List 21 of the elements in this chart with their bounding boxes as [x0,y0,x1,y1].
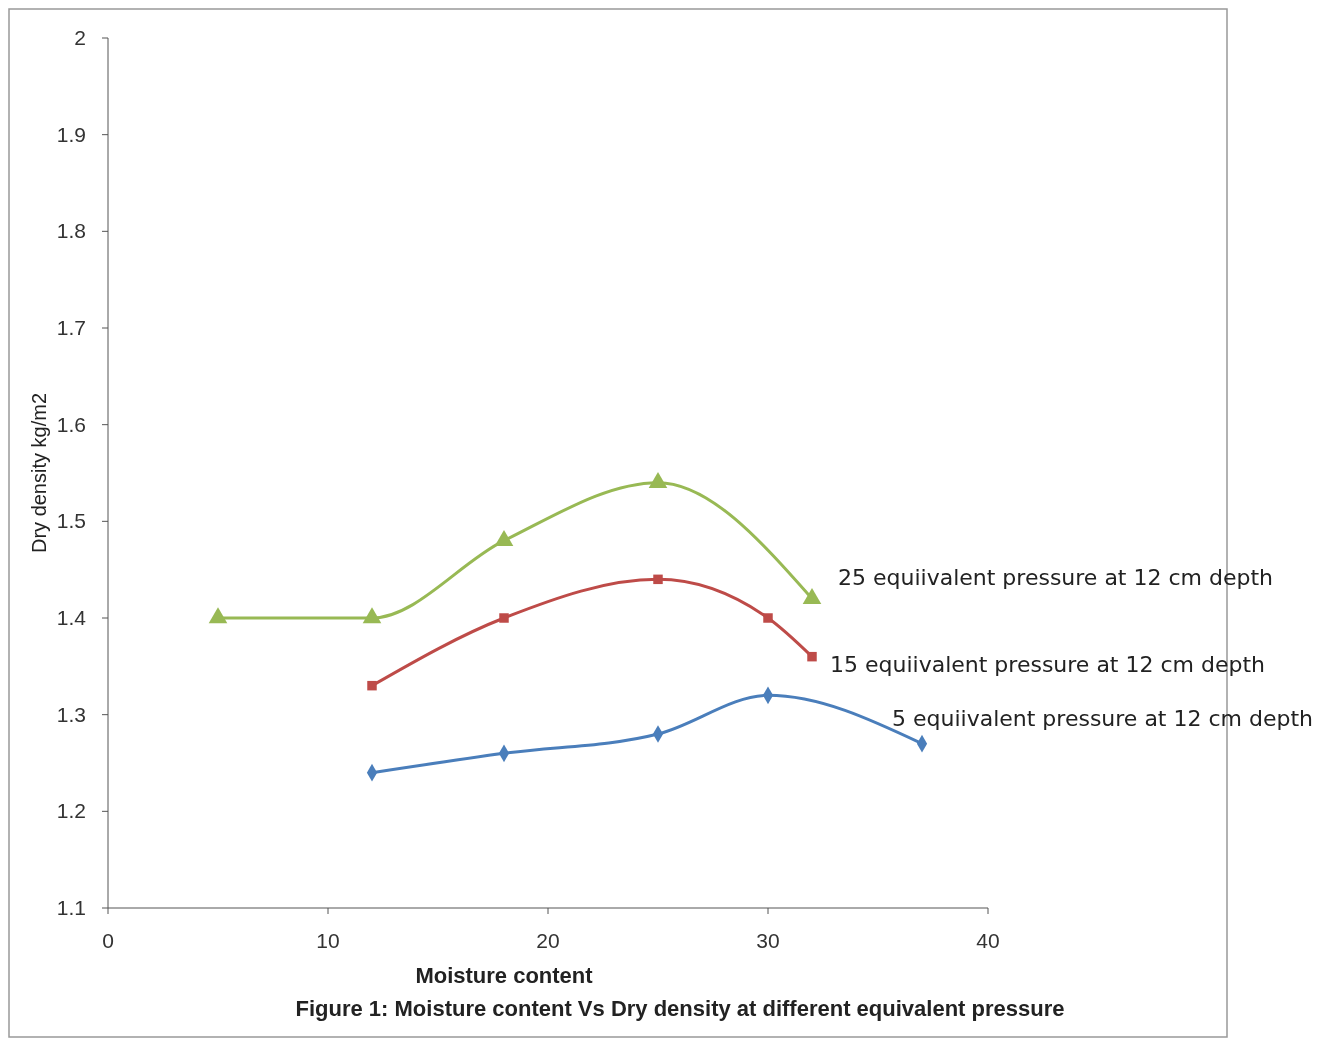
x-tick-label: 30 [756,929,780,952]
series-label: 5 equiivalent pressure at 12 cm depth [892,705,1314,731]
x-tick-label: 20 [536,929,560,952]
y-tick-label: 1.4 [56,606,87,629]
y-tick-label: 1.8 [56,219,86,243]
y-tick-label: 1.9 [56,122,86,146]
series-label: 15 equiivalent pressure at 12 cm depth [830,651,1266,677]
text: Figure 1: Moisture content Vs Dry density at different equivalent pressure [295,996,1065,1021]
x-tick-label: 0 [102,929,114,952]
y-tick-label: 1.7 [56,316,86,339]
y-tick-label: 1.6 [56,412,86,436]
y-axis-title: Dry density kg/m2 [28,392,50,554]
x-axis-title: Moisture content [415,963,594,988]
y-tick-label: 1.3 [56,702,86,726]
y-tick-label: 1.2 [56,799,86,823]
y-tick-label: 1.5 [56,509,86,533]
y-tick-label: 1.1 [56,896,86,919]
y-tick-label: 2 [74,26,86,49]
x-tick-label: 40 [976,929,1000,952]
series-label: 25 equiivalent pressure at 12 cm depth [838,564,1274,590]
x-tick-label: 10 [316,929,340,952]
